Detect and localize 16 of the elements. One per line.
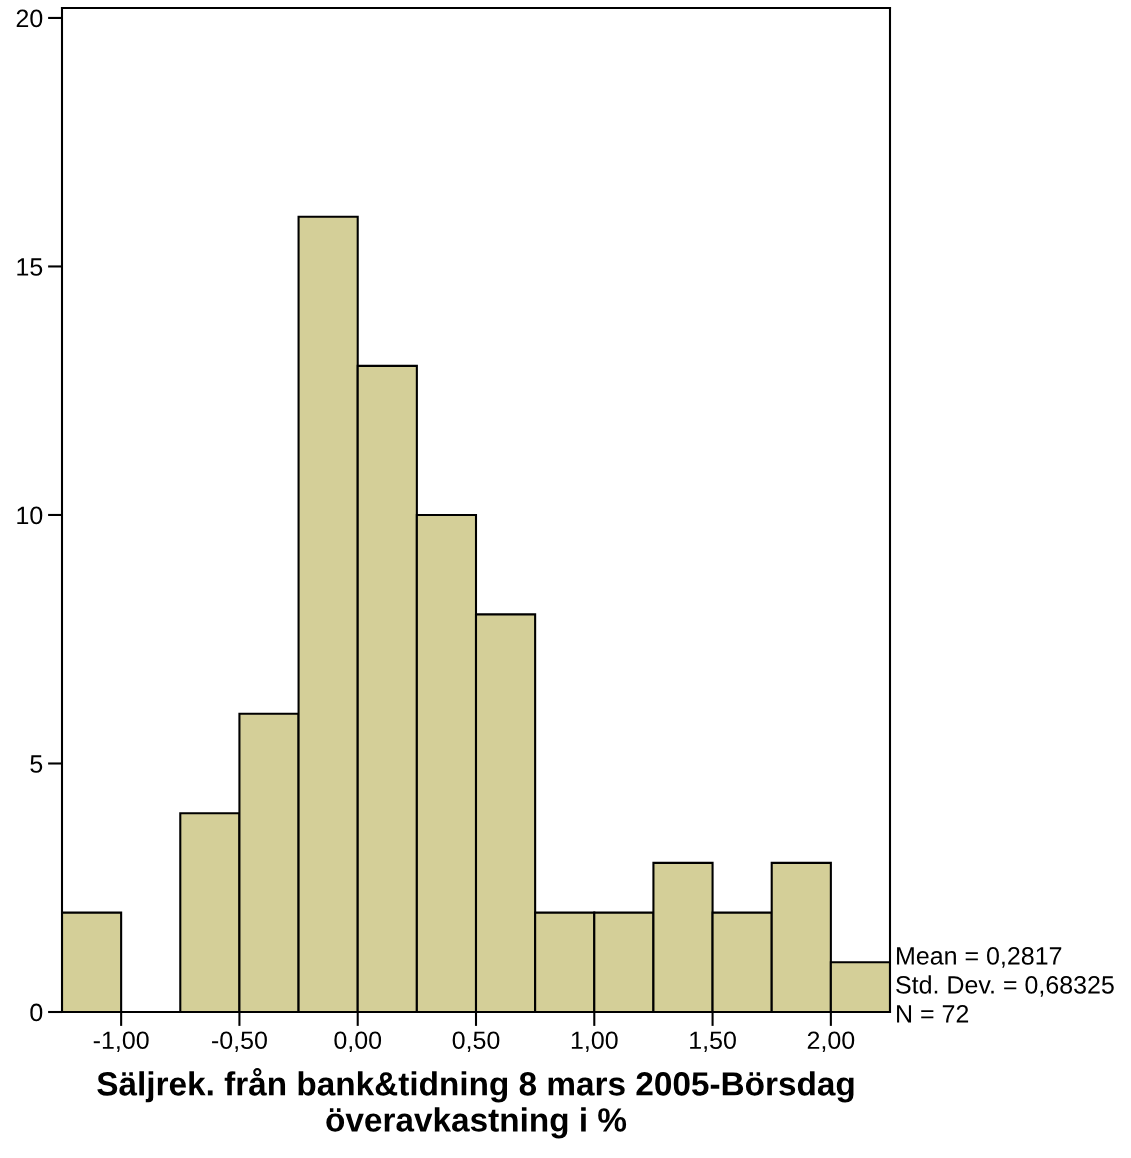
text: N = 72 (897, 1005, 969, 1023)
text: Std. Dev. = 0,68325 (896, 975, 1114, 997)
x-axis-title: Säljrek. från bank&tidning 8 mars 2005-Börsdag överavkastning i % (97, 1067, 854, 1139)
x-tick-label: -1,00 (93, 1031, 149, 1053)
text: Mean = 0,2817 (897, 947, 1062, 968)
y-tick-label: 20 (16, 9, 43, 28)
y-tick-label: 5 (30, 755, 43, 773)
y-tick-label: 10 (17, 506, 43, 525)
x-tick-label: 1,00 (571, 1031, 618, 1053)
x-tick-label: 0,50 (452, 1031, 500, 1053)
x-tick-label: 1,50 (690, 1031, 736, 1053)
x-tick-label: -0,50 (212, 1031, 267, 1053)
x-tick-label: 2,00 (807, 1031, 855, 1053)
x-tick-label: 0,00 (334, 1031, 382, 1053)
y-tick-label: 15 (17, 258, 43, 276)
y-tick-label: 0 (30, 1003, 43, 1022)
